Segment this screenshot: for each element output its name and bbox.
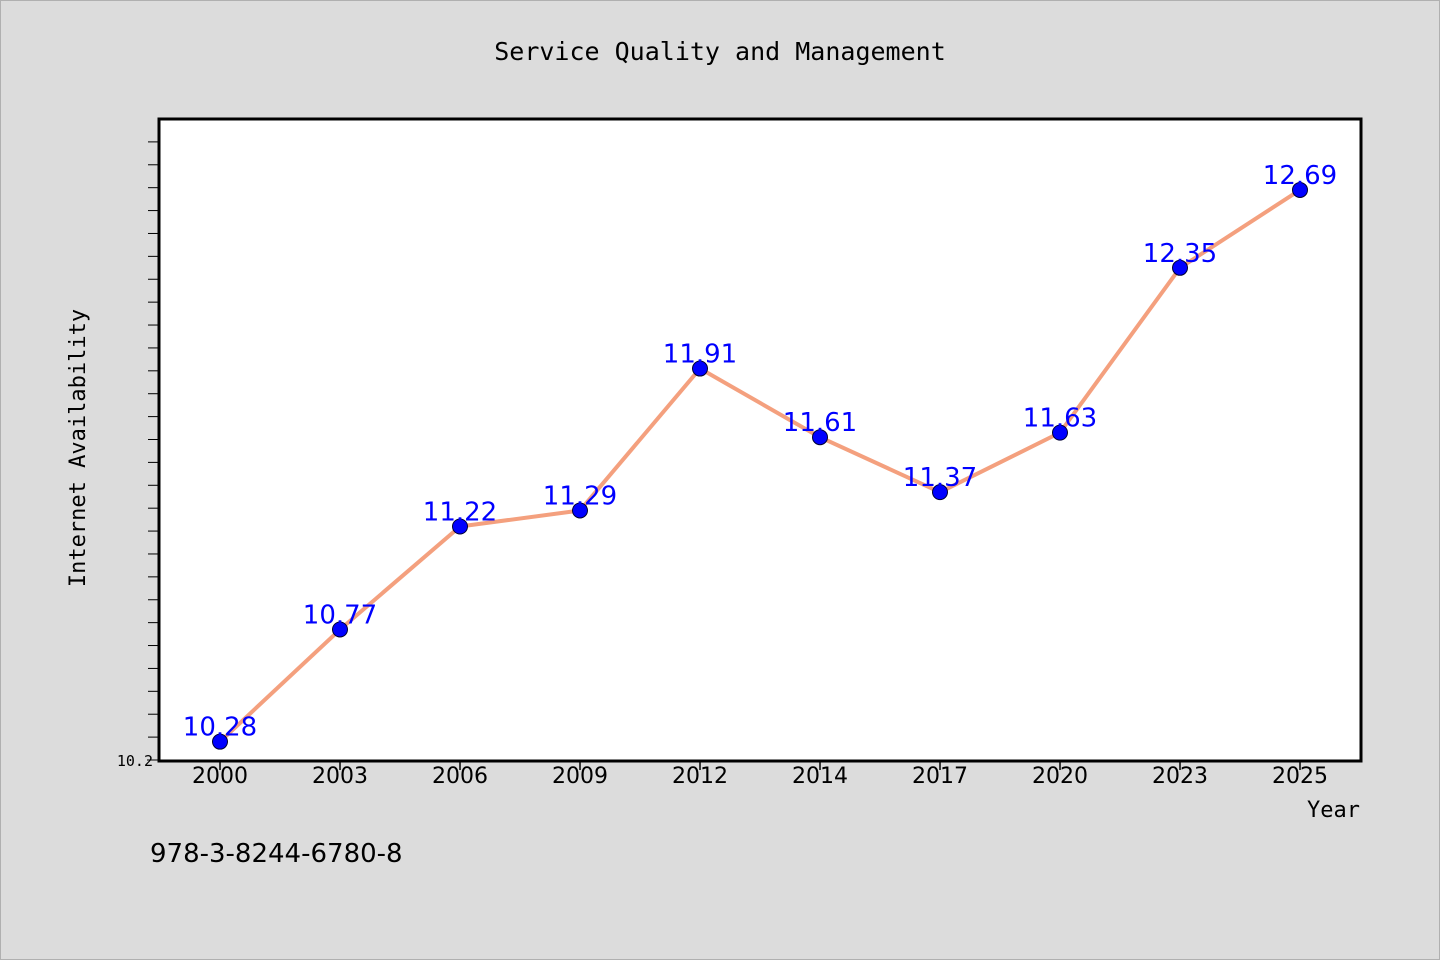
x-tick-label: 2020 bbox=[1032, 764, 1088, 789]
isbn-text: 978-3-8244-6780-8 bbox=[150, 839, 403, 869]
data-label: 11.61 bbox=[783, 408, 857, 438]
data-label: 10.77 bbox=[303, 601, 377, 631]
x-tick-label: 2012 bbox=[672, 764, 728, 789]
data-label: 11.37 bbox=[903, 463, 977, 493]
x-tick-label: 2025 bbox=[1272, 764, 1328, 789]
x-axis-label: Year bbox=[1307, 798, 1360, 823]
data-point bbox=[1052, 424, 1068, 441]
data-point bbox=[812, 429, 828, 446]
x-tick-label: 2017 bbox=[912, 764, 968, 789]
x-tick-label: 2006 bbox=[432, 764, 488, 789]
y-axis-label: Internet Availability bbox=[66, 309, 91, 587]
data-point bbox=[1292, 181, 1308, 198]
data-point bbox=[212, 733, 228, 750]
data-label: 11.22 bbox=[423, 497, 497, 527]
x-tick-label: 2000 bbox=[192, 764, 248, 789]
x-axis-ticks: 2000 2003 2006 2009 2012 2014 2017 2020 2023 2025 bbox=[192, 761, 1328, 789]
series-layer: 10.28 10.77 11.22 11.29 11.91 11.61 11.37 11.63… bbox=[183, 161, 1337, 750]
data-label: 11.91 bbox=[663, 340, 737, 370]
x-tick-label: 2023 bbox=[1152, 764, 1208, 789]
data-label: 11.63 bbox=[1023, 404, 1097, 434]
data-point bbox=[1172, 259, 1188, 276]
y-tick-label: 10.2 bbox=[117, 752, 153, 770]
x-tick-label: 2009 bbox=[552, 764, 608, 789]
plot-area bbox=[157, 117, 1363, 763]
x-tick-label: 2003 bbox=[312, 764, 368, 789]
data-point bbox=[932, 484, 948, 501]
data-point bbox=[452, 518, 468, 535]
series-line bbox=[218, 188, 1302, 744]
data-point bbox=[332, 621, 348, 638]
y-axis-ticks bbox=[147, 141, 159, 761]
data-label: 12.35 bbox=[1143, 239, 1217, 269]
chart-title: Service Quality and Management bbox=[494, 37, 946, 66]
data-label: 11.29 bbox=[543, 481, 617, 511]
data-label: 10.28 bbox=[183, 713, 257, 743]
x-tick-label: 2014 bbox=[792, 764, 848, 789]
data-point bbox=[572, 502, 588, 519]
data-point bbox=[692, 360, 708, 377]
data-label: 12.69 bbox=[1263, 161, 1337, 191]
